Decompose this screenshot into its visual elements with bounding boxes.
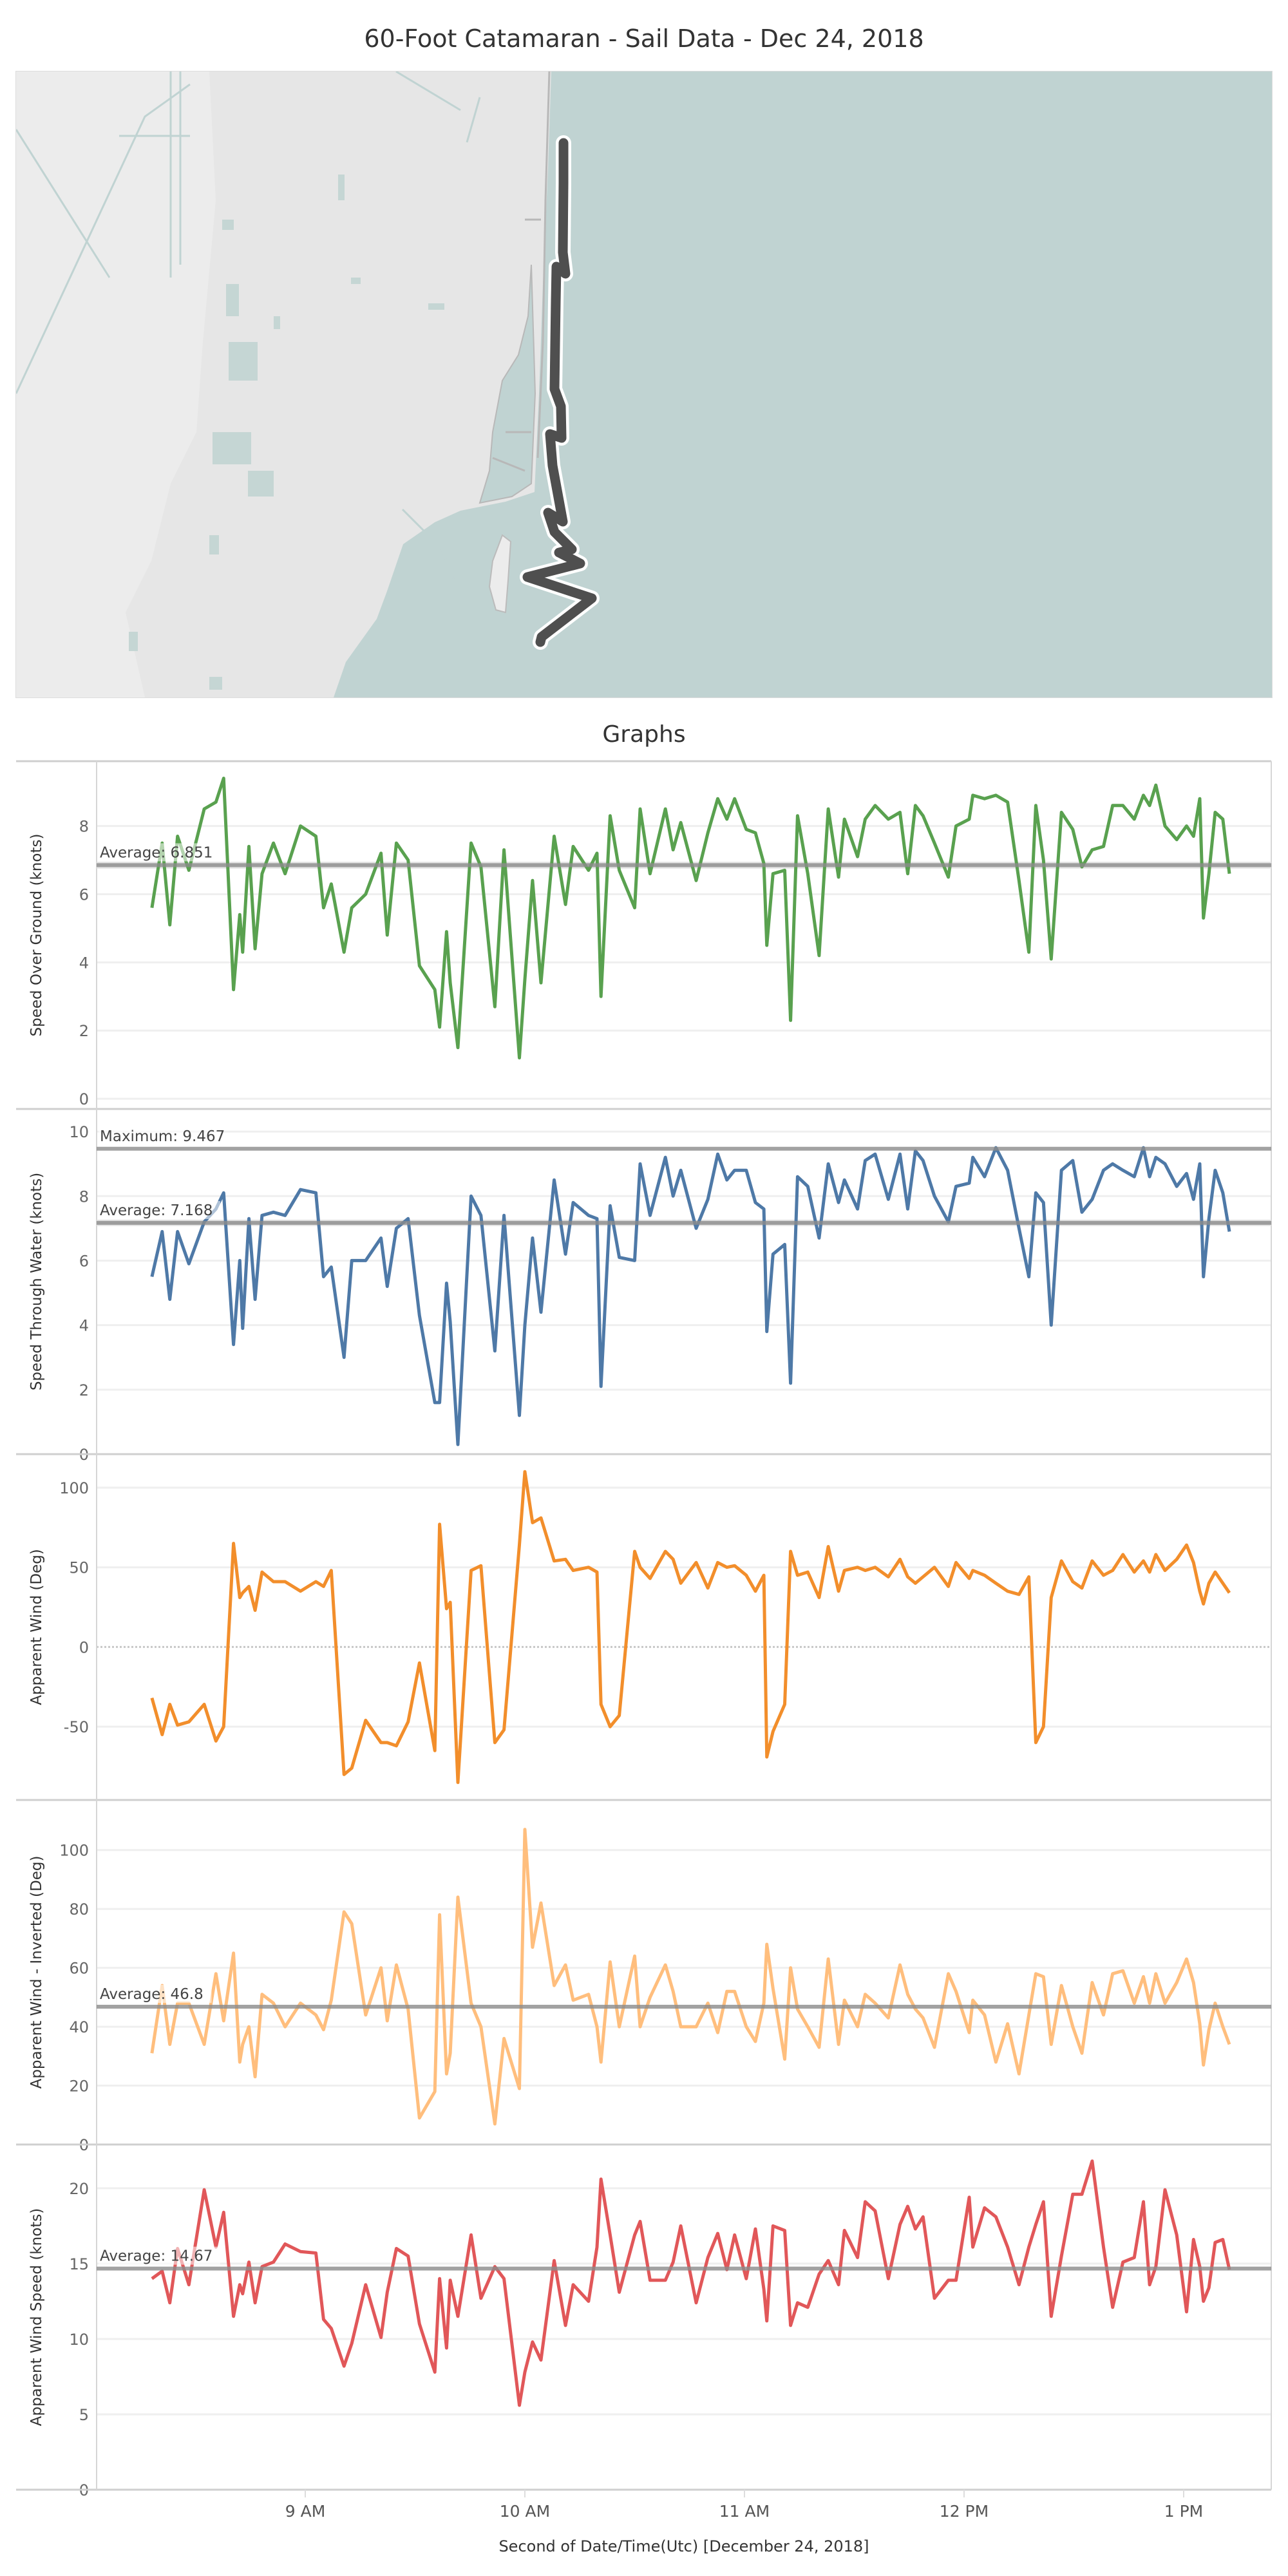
reference-label-bg — [99, 1126, 220, 1145]
chart-apparent-wind-deg: -50 0 50 100 Apparent Wind (Deg) — [16, 1454, 1272, 1801]
map-island — [488, 534, 512, 614]
x-tick-label: 1 PM — [1164, 2502, 1204, 2521]
series-line-speed-over-ground-knots[interactable] — [150, 777, 1231, 1060]
y-tick-label: 4 — [79, 1317, 89, 1335]
x-axis-title: Second of Date/Time(Utc) [December 24, 2… — [498, 2537, 869, 2555]
chart-speed-over-ground-knots: 0 2 4 6 8 Speed Over Ground (knots) Average: 6… — [16, 760, 1272, 1110]
sail-track-line[interactable] — [522, 138, 597, 647]
reference-line-label: Average: 7.168 — [100, 1202, 213, 1219]
series-line-apparent-wind-deg[interactable] — [150, 1470, 1231, 1785]
sail-track-map[interactable] — [15, 71, 1273, 698]
map-canals — [16, 71, 481, 581]
y-tick-label: 8 — [79, 1188, 89, 1206]
y-axis-title: Speed Over Ground (knots) — [28, 834, 45, 1037]
y-tick-label: 20 — [69, 2078, 89, 2096]
series-line-speed-through-water-knots[interactable] — [150, 1146, 1231, 1446]
y-tick-label: 100 — [59, 1842, 89, 1860]
map-land-west — [16, 71, 216, 697]
x-axis: 9 AM 10 AM 11 AM 12 PM 1 PM Second of Date/Ti… — [285, 2490, 1204, 2555]
y-tick-label: 10 — [69, 1123, 89, 1141]
y-tick-label: -50 — [64, 1718, 89, 1736]
chart-apparent-wind-inverted-deg: 020406080100Apparent Wind - Inverted (De… — [16, 1800, 1272, 2154]
y-tick-label: 20 — [69, 2180, 89, 2198]
reference-label-bg — [99, 1985, 212, 2003]
y-tick-label: 10 — [69, 2331, 89, 2349]
y-tick-label: 40 — [69, 2018, 89, 2036]
y-tick-label: 8 — [79, 818, 89, 836]
x-tick-label: 11 AM — [719, 2502, 770, 2521]
reference-line-label: Maximum: 9.467 — [100, 1128, 225, 1145]
y-axis-title: Apparent Wind Speed (knots) — [28, 2208, 45, 2426]
series-line-apparent-wind-inverted-deg[interactable] — [150, 1828, 1231, 2126]
map-roads — [492, 71, 551, 472]
y-tick-label: 2 — [79, 1381, 89, 1399]
x-tick-label: 12 PM — [940, 2502, 989, 2521]
x-tick-label: 10 AM — [500, 2502, 550, 2521]
map-bay — [478, 264, 536, 504]
graphs-section-title: Graphs — [602, 721, 686, 748]
y-tick-label: 80 — [69, 1900, 89, 1918]
map-urban-patches — [129, 175, 444, 690]
chart-speed-through-water-knots: 0246810Speed Through Water (knots)Maximu… — [16, 1109, 1272, 1464]
reference-line-label: Average: 6.851 — [100, 844, 213, 861]
y-axis-title: Apparent Wind (Deg) — [28, 1549, 45, 1705]
reference-label-bg — [99, 843, 220, 862]
reference-label-bg — [99, 1200, 220, 1219]
series-line-apparent-wind-speed-knots[interactable] — [151, 2159, 1231, 2407]
reference-label-bg — [99, 2246, 220, 2265]
y-tick-label: 100 — [59, 1479, 89, 1497]
y-tick-label: 0 — [79, 1090, 89, 1108]
chart-apparent-wind-speed-knots: 05101520Apparent Wind Speed (knots)Avera… — [16, 2145, 1272, 2499]
y-tick-label: 15 — [69, 2255, 89, 2273]
y-tick-label: 50 — [69, 1559, 89, 1577]
y-tick-label: 6 — [79, 1252, 89, 1270]
y-tick-label: 6 — [79, 886, 89, 904]
y-tick-label: 60 — [69, 1960, 89, 1978]
reference-line-label: Average: 46.8 — [100, 1986, 204, 2003]
reference-line-label: Average: 14.67 — [100, 2248, 213, 2265]
y-tick-label: 4 — [79, 954, 89, 972]
dashboard-title: 60-Foot Catamaran - Sail Data - Dec 24, … — [364, 24, 924, 53]
y-tick-label: 0 — [79, 1638, 89, 1656]
x-tick-label: 9 AM — [285, 2502, 326, 2521]
y-tick-label: 2 — [79, 1022, 89, 1040]
y-axis-title: Apparent Wind - Inverted (Deg) — [28, 1856, 45, 2089]
y-tick-label: 5 — [79, 2406, 89, 2424]
y-axis-title: Speed Through Water (knots) — [28, 1173, 45, 1390]
